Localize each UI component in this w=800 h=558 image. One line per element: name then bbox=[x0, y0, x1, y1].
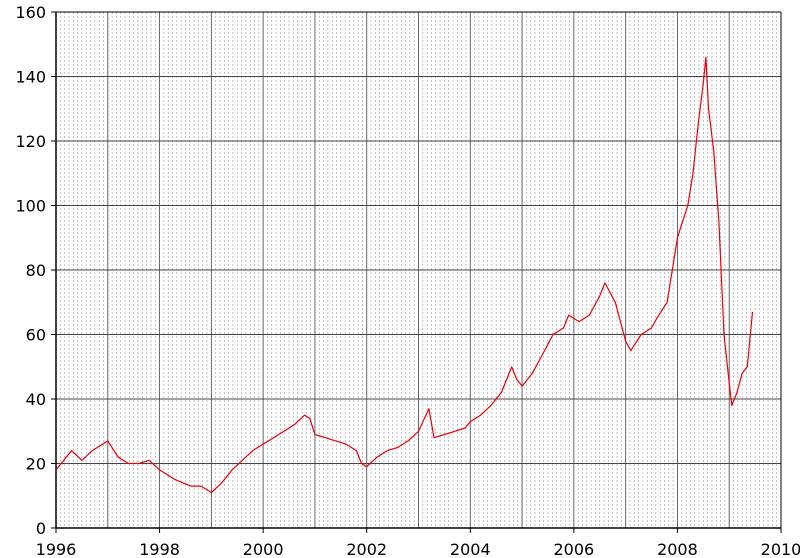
y-tick-label: 0 bbox=[36, 519, 46, 538]
x-tick-label: 2008 bbox=[657, 540, 698, 558]
x-tick-label: 2000 bbox=[243, 540, 284, 558]
series-line-0 bbox=[55, 56, 754, 494]
x-tick-label: 2010 bbox=[761, 540, 800, 558]
x-tick-label: 2006 bbox=[553, 540, 594, 558]
series-group bbox=[55, 56, 754, 494]
y-tick-label: 120 bbox=[15, 132, 46, 151]
axes bbox=[51, 11, 782, 533]
x-tick-label: 1998 bbox=[139, 540, 180, 558]
tick-labels: 0 20 40 60 80 100 120 140 160 1996 1998 2000 2002 200… bbox=[15, 3, 800, 558]
y-tick-label: 40 bbox=[26, 390, 46, 409]
x-tick-label: 2002 bbox=[346, 540, 387, 558]
y-tick-label: 140 bbox=[15, 68, 46, 87]
y-tick-label: 100 bbox=[15, 197, 46, 216]
y-tick-label: 60 bbox=[26, 326, 46, 345]
y-tick-label: 20 bbox=[26, 455, 46, 474]
x-tick-label: 1996 bbox=[36, 540, 77, 558]
y-tick-label: 160 bbox=[15, 3, 46, 22]
x-tick-label: 2004 bbox=[450, 540, 491, 558]
y-tick-label: 80 bbox=[26, 261, 46, 280]
